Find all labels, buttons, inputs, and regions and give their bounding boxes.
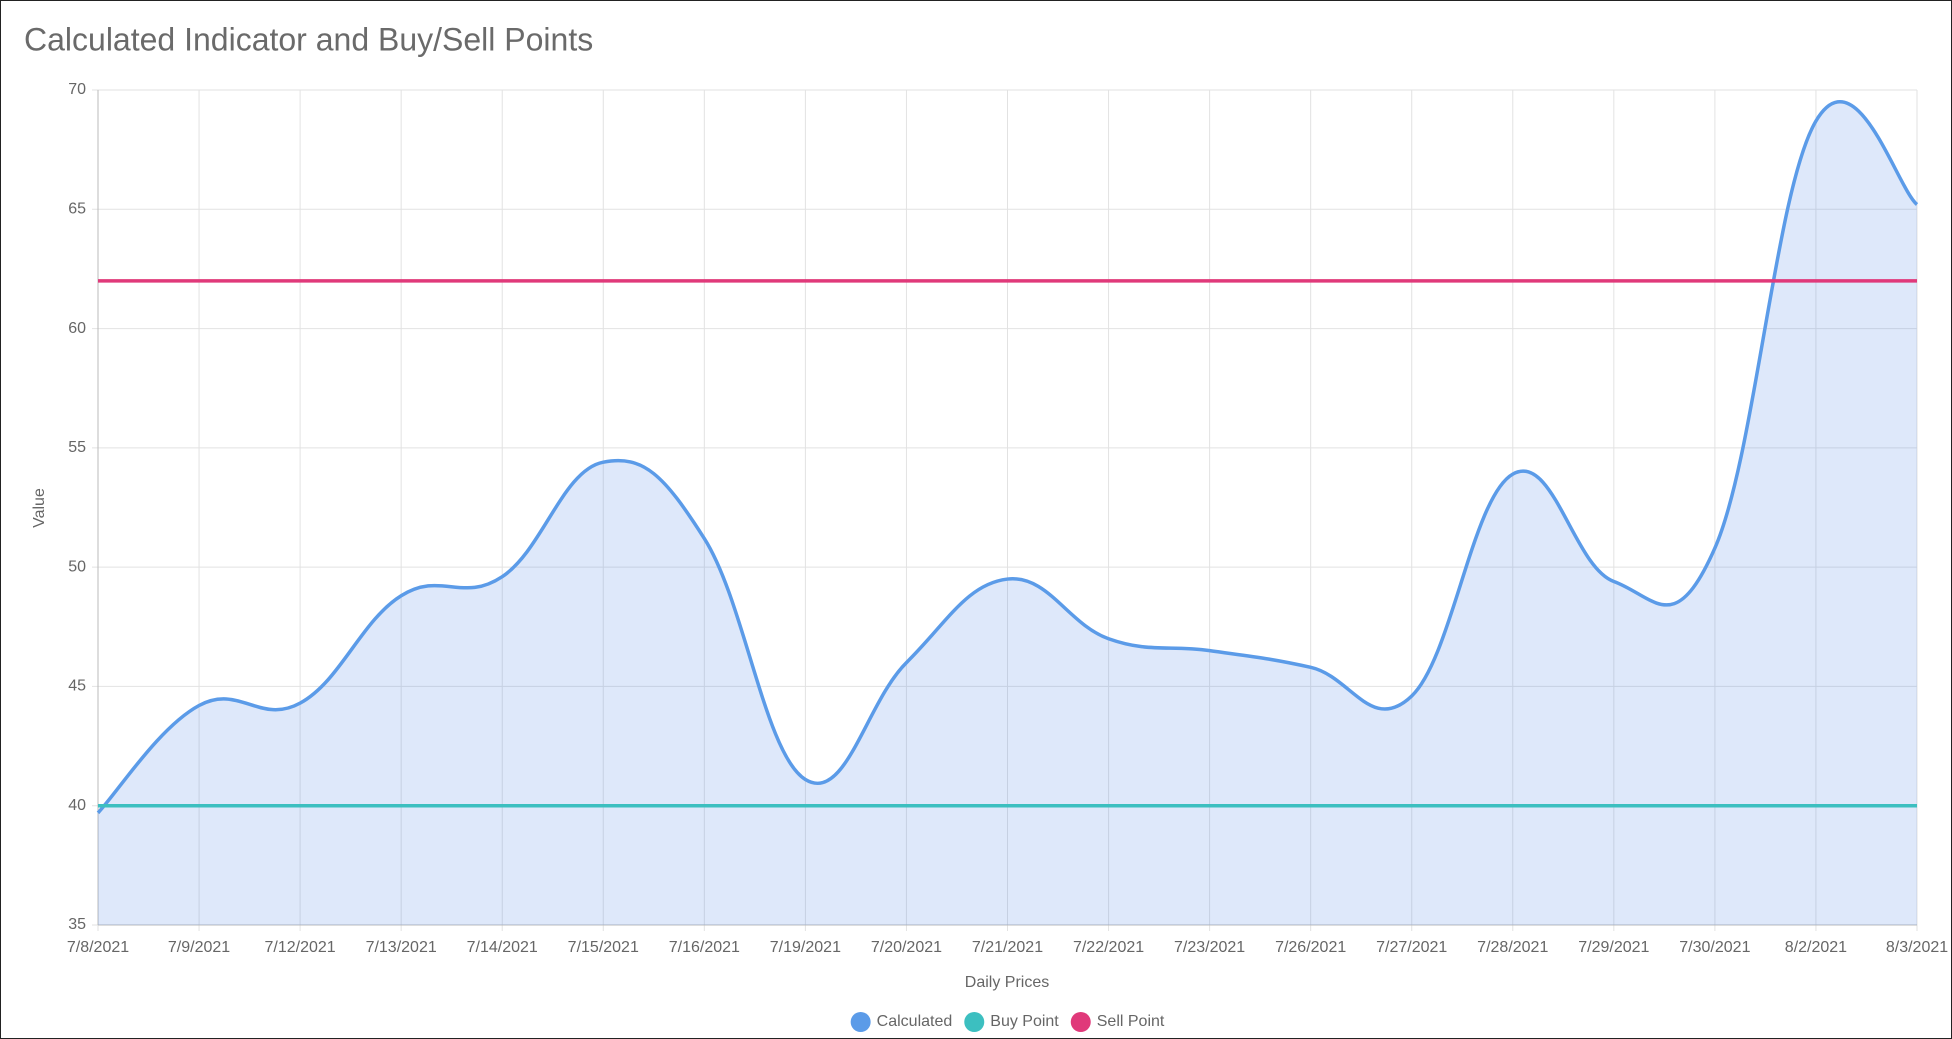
y-tick-label: 50 <box>68 558 86 575</box>
y-axis-label: Value <box>31 488 48 528</box>
x-tick-label: 7/16/2021 <box>669 939 740 956</box>
series-line <box>96 100 1919 815</box>
x-axis-label: Daily Prices <box>965 974 1049 991</box>
y-tick-label: 65 <box>68 201 86 218</box>
legend-label: Sell Point <box>1097 1013 1165 1030</box>
legend-marker <box>1070 1012 1091 1032</box>
legend-label: Calculated <box>877 1013 953 1030</box>
y-tick-label: 60 <box>68 320 86 337</box>
legend-label: Buy Point <box>990 1013 1059 1030</box>
x-tick-label: 7/15/2021 <box>568 939 639 956</box>
x-tick-label: 7/13/2021 <box>366 939 437 956</box>
x-tick-label: 7/8/2021 <box>67 939 129 956</box>
y-tick-label: 55 <box>68 439 86 456</box>
x-tick-label: 7/29/2021 <box>1578 939 1649 956</box>
x-tick-label: 8/2/2021 <box>1785 939 1847 956</box>
x-tick-label: 7/9/2021 <box>168 939 230 956</box>
x-tick-label: 7/26/2021 <box>1275 939 1346 956</box>
series-area <box>98 101 1917 926</box>
x-tick-label: 7/23/2021 <box>1174 939 1245 956</box>
x-tick-label: 7/21/2021 <box>972 939 1043 956</box>
y-tick-label: 70 <box>68 81 86 98</box>
y-tick-label: 45 <box>68 678 86 695</box>
x-tick-label: 7/22/2021 <box>1073 939 1144 956</box>
x-tick-label: 7/12/2021 <box>265 939 336 956</box>
y-tick-label: 40 <box>68 797 86 814</box>
x-tick-label: 7/28/2021 <box>1477 939 1548 956</box>
x-tick-label: 7/30/2021 <box>1679 939 1750 956</box>
y-tick-label: 35 <box>68 916 86 933</box>
x-tick-label: 7/19/2021 <box>770 939 841 956</box>
legend-marker <box>850 1012 871 1032</box>
x-tick-label: 7/14/2021 <box>467 939 538 956</box>
chart-title: Calculated Indicator and Buy/Sell Points <box>24 21 593 57</box>
legend-marker <box>964 1012 985 1032</box>
x-tick-label: 7/20/2021 <box>871 939 942 956</box>
x-tick-label: 7/27/2021 <box>1376 939 1447 956</box>
x-tick-label: 8/3/2021 <box>1886 939 1948 956</box>
